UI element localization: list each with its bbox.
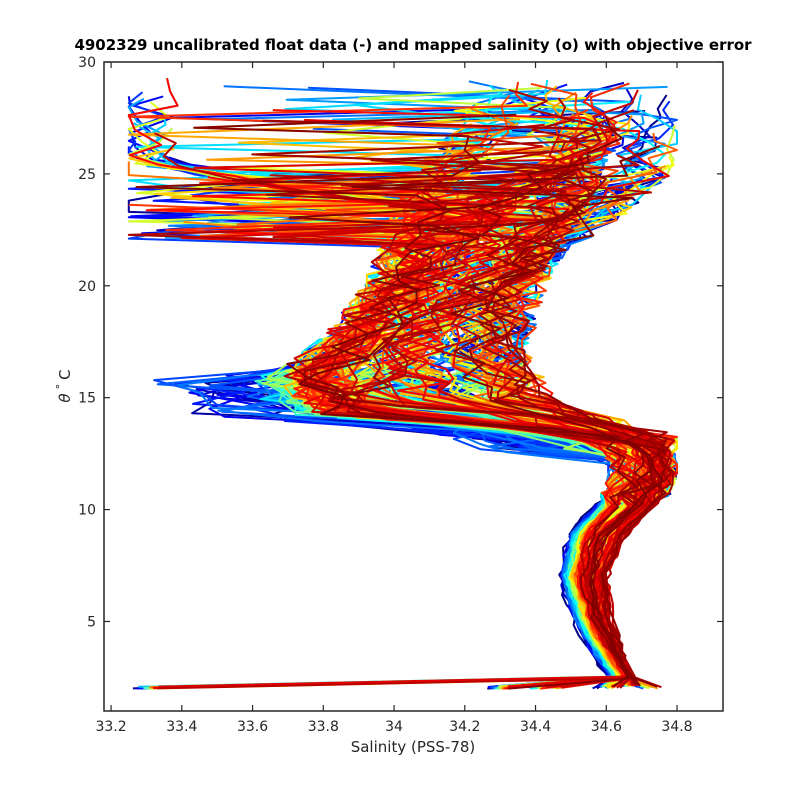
profile-line — [351, 144, 661, 688]
profile-line — [283, 161, 636, 686]
y-tick-label: 10 — [78, 503, 96, 519]
chart-title: 4902329 uncalibrated float data (-) and … — [74, 36, 752, 54]
x-tick-label: 34.4 — [520, 719, 551, 735]
y-tick-label: 20 — [78, 279, 96, 295]
y-axis-ticks: 5 10 15 20 25 30 — [78, 55, 723, 630]
y-axis-label: θ ° C — [54, 369, 74, 402]
profile-line — [135, 113, 638, 690]
plot-frame — [103, 61, 724, 712]
y-axis-label-unit: C — [56, 369, 74, 379]
y-axis-label-degree: ° — [54, 384, 67, 390]
x-tick-label: 33.6 — [237, 719, 268, 735]
x-axis-label: Salinity (PSS-78) — [351, 738, 476, 756]
y-tick-label: 25 — [78, 167, 96, 183]
profile-lines — [127, 77, 678, 690]
y-tick-label: 30 — [78, 55, 96, 71]
y-tick-label: 5 — [87, 614, 96, 630]
x-tick-label: 34.8 — [661, 719, 692, 735]
svg-text:θ°C: θ ° C — [54, 369, 74, 402]
profile-line — [153, 132, 673, 690]
x-tick-label: 33.8 — [308, 719, 339, 735]
x-tick-label: 33.2 — [95, 719, 126, 735]
x-tick-label: 34.6 — [591, 719, 622, 735]
x-axis-ticks: 33.2 33.4 33.6 33.8 34 34.2 34.4 34.6 34.8 — [95, 62, 693, 735]
profile-line — [288, 115, 664, 688]
y-axis-label-symbol: θ — [56, 393, 74, 402]
x-tick-label: 34.2 — [449, 719, 480, 735]
x-tick-label: 34 — [385, 719, 403, 735]
x-tick-label: 33.4 — [166, 719, 197, 735]
y-tick-label: 15 — [78, 391, 96, 407]
